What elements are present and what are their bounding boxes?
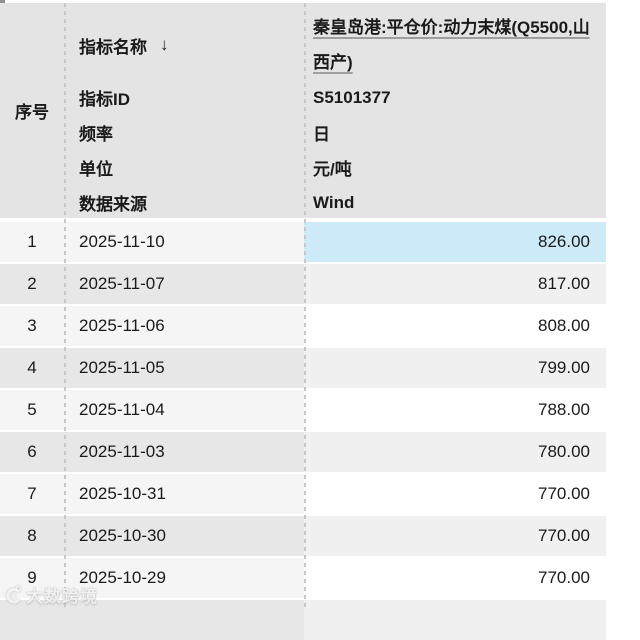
header-row-indicator-name: 指标名称 ↓ 秦皇岛港:平仓价:动力末煤(Q5500,山西产) <box>64 10 606 80</box>
header-fields: 指标名称 ↓ 秦皇岛港:平仓价:动力末煤(Q5500,山西产) 指标ID S51… <box>64 3 606 218</box>
table-row: 1 2025-11-10 826.00 <box>0 222 606 262</box>
date-cell[interactable]: 2025-10-30 <box>64 516 304 556</box>
table-row: 5 2025-11-04 788.00 <box>0 390 606 430</box>
unit-label: 单位 <box>79 160 113 179</box>
frequency-label: 频率 <box>79 125 113 144</box>
row-serial-cell[interactable]: 2 <box>0 264 64 304</box>
value-cell[interactable]: 770.00 <box>304 474 606 514</box>
sort-descending-icon[interactable]: ↓ <box>160 35 169 54</box>
value-cell[interactable]: 788.00 <box>304 390 606 430</box>
indicator-name-sort-header[interactable]: 指标名称 ↓ <box>64 33 304 58</box>
indicator-name-label: 指标名称 <box>79 37 147 57</box>
header-row-frequency: 频率 日 <box>64 115 606 150</box>
value-cell[interactable]: 770.00 <box>304 516 606 556</box>
value-cell[interactable]: 826.00 <box>304 222 606 262</box>
date-cell[interactable]: 2025-11-06 <box>64 306 304 346</box>
table-row: 7 2025-10-31 770.00 <box>0 474 606 514</box>
table-body: 1 2025-11-10 826.00 2 2025-11-07 817.00 … <box>0 222 606 640</box>
table-row-partial <box>0 600 606 640</box>
value-cell[interactable]: 770.00 <box>304 558 606 598</box>
row-serial-cell[interactable] <box>0 600 64 640</box>
row-serial-cell[interactable]: 9 <box>0 558 64 598</box>
date-cell[interactable]: 2025-11-07 <box>64 264 304 304</box>
date-cell[interactable]: 2025-10-31 <box>64 474 304 514</box>
data-source-label: 数据来源 <box>79 195 147 214</box>
header-row-source: 数据来源 Wind <box>64 185 606 220</box>
header-row-unit: 单位 元/吨 <box>64 150 606 185</box>
indicator-name-value-cell: 秦皇岛港:平仓价:动力末煤(Q5500,山西产) <box>304 10 606 80</box>
date-cell[interactable]: 2025-10-29 <box>64 558 304 598</box>
row-serial-cell[interactable]: 1 <box>0 222 64 262</box>
indicator-name-link[interactable]: 秦皇岛港:平仓价:动力末煤(Q5500,山西产) <box>313 18 590 72</box>
unit-value: 元/吨 <box>313 160 352 179</box>
row-serial-cell[interactable]: 7 <box>0 474 64 514</box>
date-cell[interactable]: 2025-11-05 <box>64 348 304 388</box>
frequency-value: 日 <box>313 125 330 144</box>
table-row: 6 2025-11-03 780.00 <box>0 432 606 472</box>
header-row-indicator-id: 指标ID S5101377 <box>64 80 606 115</box>
row-serial-cell[interactable]: 5 <box>0 390 64 430</box>
row-serial-cell[interactable]: 3 <box>0 306 64 346</box>
value-cell[interactable]: 780.00 <box>304 432 606 472</box>
date-cell[interactable]: 2025-11-03 <box>64 432 304 472</box>
table-header: 序号 指标名称 ↓ 秦皇岛港:平仓价:动力末煤(Q5500,山西产) 指标ID … <box>0 3 606 218</box>
indicator-id-label: 指标ID <box>79 90 130 109</box>
table-row: 2 2025-11-07 817.00 <box>0 264 606 304</box>
table-corner-fragment <box>0 0 5 3</box>
table-row: 9 2025-10-29 770.00 <box>0 558 606 598</box>
row-serial-cell[interactable]: 8 <box>0 516 64 556</box>
value-cell[interactable] <box>304 600 606 640</box>
date-cell[interactable]: 2025-11-04 <box>64 390 304 430</box>
value-cell[interactable]: 799.00 <box>304 348 606 388</box>
table-row: 4 2025-11-05 799.00 <box>0 348 606 388</box>
table-row: 8 2025-10-30 770.00 <box>0 516 606 556</box>
value-cell[interactable]: 808.00 <box>304 306 606 346</box>
date-cell[interactable]: 2025-11-10 <box>64 222 304 262</box>
row-serial-cell[interactable]: 6 <box>0 432 64 472</box>
column-header-serial: 序号 <box>15 103 49 122</box>
value-cell[interactable]: 817.00 <box>304 264 606 304</box>
data-source-value: Wind <box>313 192 355 212</box>
indicator-id-value: S5101377 <box>313 87 391 107</box>
indicator-data-table: 序号 指标名称 ↓ 秦皇岛港:平仓价:动力末煤(Q5500,山西产) 指标ID … <box>0 0 606 640</box>
date-cell[interactable] <box>64 600 304 640</box>
table-row: 3 2025-11-06 808.00 <box>0 306 606 346</box>
row-serial-cell[interactable]: 4 <box>0 348 64 388</box>
